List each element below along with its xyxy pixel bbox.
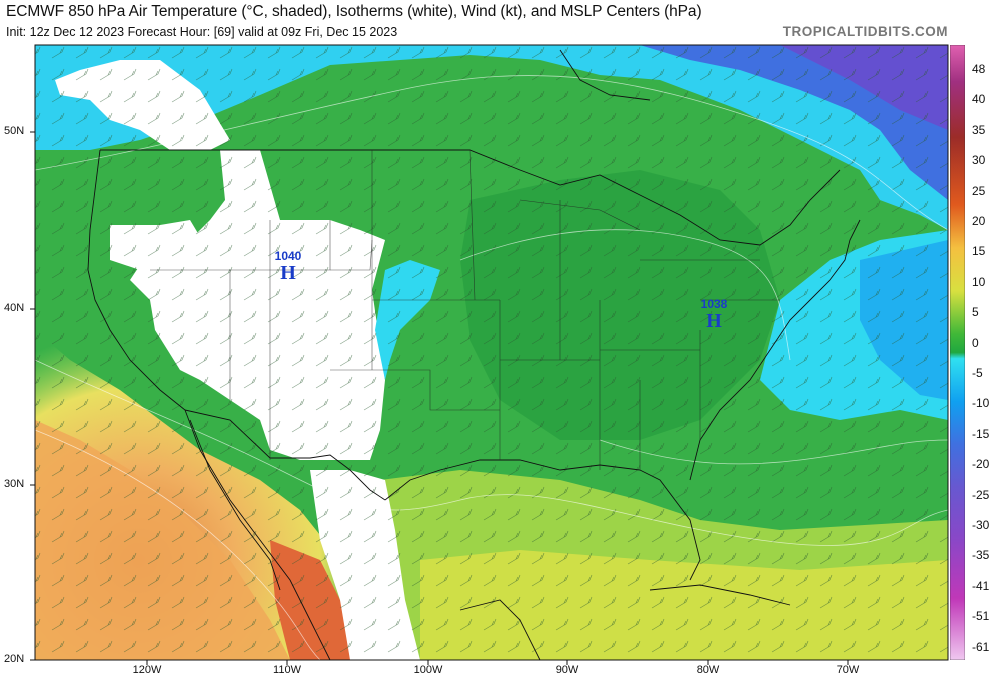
lat-label-40n: 40N xyxy=(4,302,25,314)
hudson-bay-edge xyxy=(559,49,651,101)
lon-label-100w: 100W xyxy=(413,664,443,676)
colorbar-label: 20 xyxy=(972,214,986,228)
colorbar-label: 10 xyxy=(972,274,986,289)
pressure-value: 1038 xyxy=(700,297,728,311)
map-subtitle: Init: 12z Dec 12 2023 Forecast Hour: [69… xyxy=(6,25,398,39)
colorbar-label: 40 xyxy=(972,92,986,107)
lon-label-70w: 70W xyxy=(836,664,860,676)
colorbar-label: 48 xyxy=(972,62,986,76)
yucatan-coast xyxy=(459,599,541,661)
baja-coast xyxy=(189,419,281,591)
mexico-west-coast xyxy=(184,409,331,661)
temperature-colorbar xyxy=(950,45,965,660)
us-canada-border xyxy=(100,149,841,246)
colorbar-label: -5 xyxy=(972,366,983,380)
colorbar-label: -51 xyxy=(972,609,990,624)
lon-label-110w: 110W xyxy=(273,664,301,676)
lon-label-80w: 80W xyxy=(696,664,720,676)
us-mexico-border xyxy=(184,409,386,501)
colorbar-label: -10 xyxy=(972,396,990,411)
lon-label-90w: 90W xyxy=(555,664,579,676)
colorbar-label: 25 xyxy=(972,183,986,198)
colorbar-label: 30 xyxy=(972,153,986,168)
colorbar-label: -30 xyxy=(972,518,990,532)
colorbar-label: 35 xyxy=(972,122,986,137)
high-pressure-center-east: 1038 H xyxy=(700,297,728,332)
gulf-coast xyxy=(384,459,701,581)
high-symbol: H xyxy=(706,310,722,332)
state-lines xyxy=(150,149,780,470)
lat-label-20n: 20N xyxy=(4,653,25,665)
atlantic-coast xyxy=(689,219,861,481)
colorbar-label: 5 xyxy=(972,305,979,320)
colorbar-label: -20 xyxy=(972,457,990,472)
colorbar-label: 0 xyxy=(972,335,979,350)
colorbar-label: 15 xyxy=(972,244,986,259)
colorbar-label: -25 xyxy=(972,487,990,502)
lat-label-30n: 30N xyxy=(4,478,25,490)
high-symbol: H xyxy=(280,262,296,284)
colorbar-label: -61 xyxy=(972,639,990,654)
lon-label-120w: 120W xyxy=(132,664,162,676)
wind-barbs xyxy=(35,45,948,660)
axis-frame xyxy=(30,44,949,665)
pacific-coast xyxy=(87,149,186,411)
colorbar-label: -41 xyxy=(972,578,990,593)
pressure-value: 1040 xyxy=(274,249,302,263)
high-pressure-center-west: 1040 H xyxy=(274,249,302,284)
borders xyxy=(87,49,861,661)
map-title: ECMWF 850 hPa Air Temperature (°C, shade… xyxy=(6,3,702,20)
colorbar-label: -35 xyxy=(972,548,990,563)
colorbar-label: -15 xyxy=(972,426,990,441)
lat-label-50n: 50N xyxy=(4,125,25,137)
cuba xyxy=(649,584,791,606)
isotherms xyxy=(34,75,949,661)
brand-watermark: TROPICALTIDBITS.COM xyxy=(782,24,948,39)
